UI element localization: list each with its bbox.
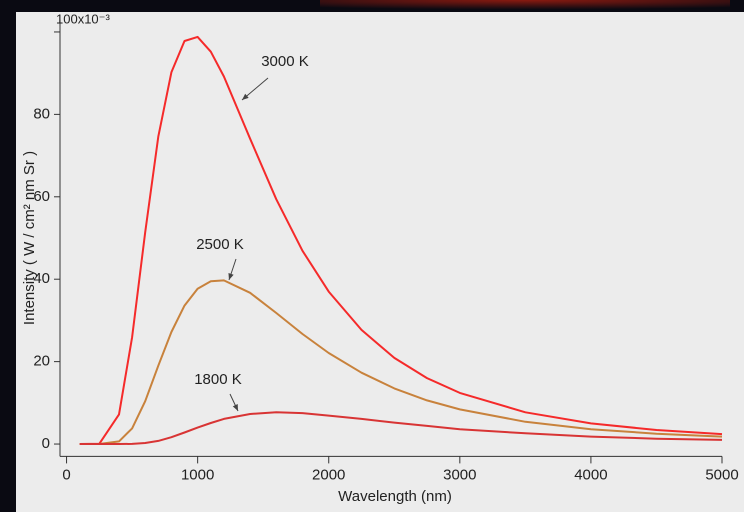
series-label: 3000 K	[261, 53, 309, 70]
x-tick-label: 1000	[181, 466, 214, 483]
x-axis-label: Wavelength (nm)	[338, 488, 452, 505]
y-axis-label: Intensity ( W / cm² nm Sr )	[21, 151, 38, 325]
x-tick-label: 4000	[574, 466, 607, 483]
background-strip	[320, 0, 730, 12]
y-tick-label: 60	[33, 188, 50, 205]
x-tick-label: 2000	[312, 466, 345, 483]
x-tick-label: 0	[62, 466, 70, 483]
series-label: 2500 K	[196, 236, 244, 253]
y-tick-label: 0	[42, 435, 50, 452]
y-tick-label: 40	[33, 270, 50, 287]
x-tick-label: 5000	[705, 466, 738, 483]
x-tick-label: 3000	[443, 466, 476, 483]
y-tick-label: 80	[33, 105, 50, 122]
plot-panel	[16, 12, 744, 512]
y-tick-label: 100x10⁻³	[56, 11, 111, 26]
series-label: 1800 K	[194, 371, 242, 388]
page: {"chart_data": { "type": "line", "x_labe…	[0, 0, 744, 512]
y-tick-label: 20	[33, 353, 50, 370]
chart: Wavelength (nm) Intensity ( W / cm² nm S…	[0, 0, 744, 512]
